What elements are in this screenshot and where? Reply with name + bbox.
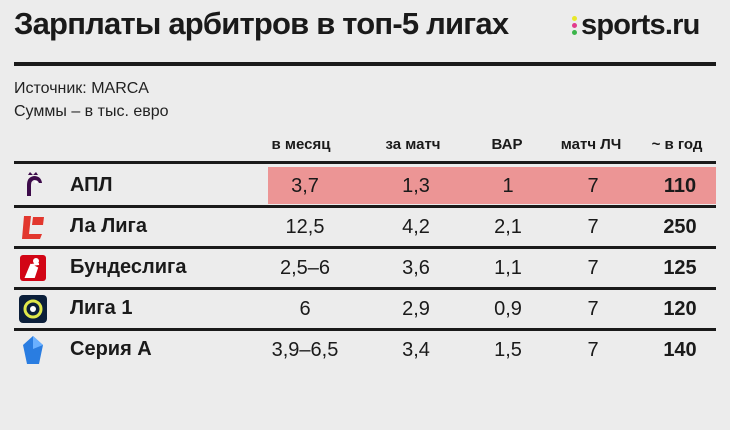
table-cell: 1,3 [402,175,430,197]
brand-dot-green [572,30,577,35]
league-name: Ла Лига [70,215,147,237]
column-header: за матч [385,136,441,153]
league-name: АПЛ [70,174,113,196]
table-cell: 0,9 [494,298,522,320]
brand-dot-pink [572,23,577,28]
yearly-value: 125 [663,257,697,279]
table-cell: 6 [299,298,311,320]
row-divider [14,205,716,208]
table-cell: 2,5–6 [279,257,331,279]
units-note: Суммы – в тыс. евро [14,103,169,120]
highlight-band [268,167,716,204]
yearly-value: 120 [663,298,697,320]
table-cell: 2,1 [494,216,522,238]
table-cell: 1 [502,175,514,197]
table-cell: 7 [587,298,599,320]
table-cell: 7 [587,175,599,197]
bundesliga-logo-icon [16,251,49,284]
table-cell: 3,7 [291,175,319,197]
yearly-value: 140 [663,339,697,361]
page-title: Зарплаты арбитров в топ-5 лигах [14,6,509,41]
league-name: Бундеслига [70,256,187,278]
yearly-value: 250 [663,216,697,238]
brand-logo: sports.ru [572,9,700,42]
column-header: ~ в год [651,136,703,153]
table-cell: 1,1 [494,257,522,279]
column-header: в месяц [271,136,331,153]
table-cell: 3,6 [402,257,430,279]
source-note: Источник: MARCA [14,80,149,97]
yearly-value: 110 [663,175,697,197]
table-cell: 3,9–6,5 [271,339,339,361]
table-cell: 7 [587,257,599,279]
title-divider [14,62,716,66]
header-rule [14,161,716,164]
table-cell: 7 [587,339,599,361]
laliga-logo-icon [16,210,49,243]
premier-league-lion-icon [16,169,49,202]
brand-dot-yellow [572,16,577,21]
league-name: Лига 1 [70,297,133,319]
column-header: ВАР [491,136,523,153]
serie-a-logo-icon [16,333,49,366]
league-name: Серия А [70,338,152,360]
table-cell: 2,9 [402,298,430,320]
row-divider [14,246,716,249]
column-header: матч ЛЧ [560,136,622,153]
table-cell: 4,2 [402,216,430,238]
table-cell: 12,5 [285,216,325,238]
table-cell: 7 [587,216,599,238]
table-cell: 1,5 [494,339,522,361]
brand-dots-icon [572,16,577,35]
table-cell: 3,4 [402,339,430,361]
row-divider [14,328,716,331]
row-divider [14,287,716,290]
brand-name: sports.ru [581,9,700,41]
ligue1-logo-icon [16,292,49,325]
